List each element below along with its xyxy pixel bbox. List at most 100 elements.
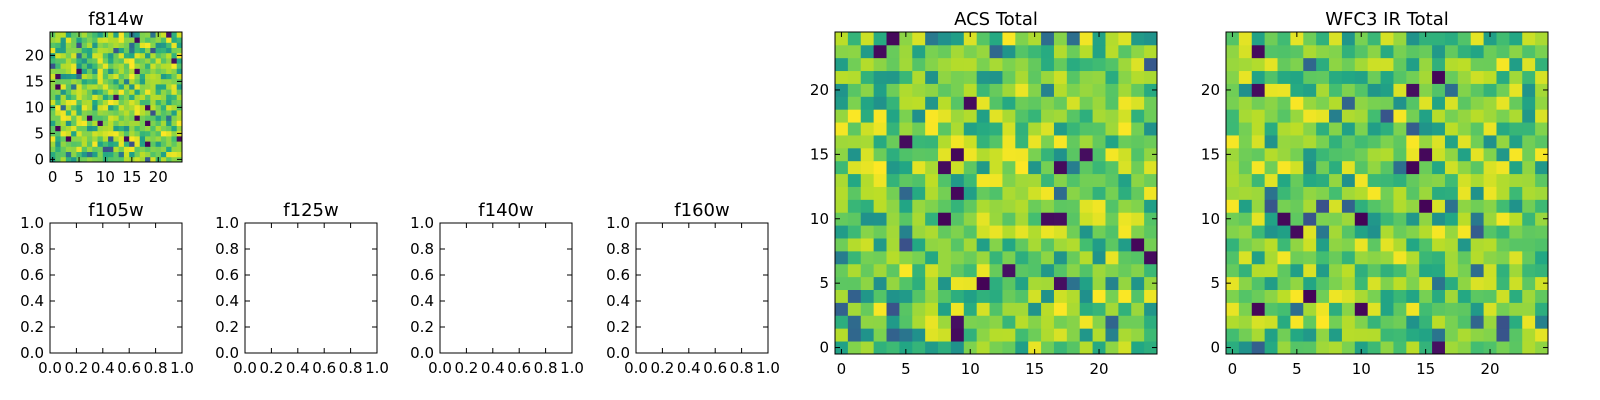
x-tick-label: 0.0 bbox=[428, 359, 452, 377]
heatmap-cell bbox=[92, 63, 98, 69]
heatmap-cell bbox=[860, 341, 875, 355]
heatmap-cell bbox=[134, 115, 141, 121]
heatmap-cell bbox=[1066, 160, 1081, 175]
heatmap-cell bbox=[1226, 186, 1240, 200]
heatmap-cell bbox=[1277, 83, 1291, 97]
heatmap-cell bbox=[65, 63, 72, 69]
heatmap-cell bbox=[873, 341, 887, 355]
x-tick-label: 0.6 bbox=[703, 359, 727, 377]
heatmap-cell bbox=[1053, 83, 1068, 97]
heatmap-cell bbox=[1079, 32, 1093, 46]
heatmap-cell bbox=[912, 109, 926, 123]
heatmap-cell bbox=[1053, 238, 1068, 252]
heatmap-cell bbox=[938, 70, 952, 84]
heatmap-cell bbox=[1444, 186, 1459, 200]
heatmap-cell bbox=[1131, 173, 1145, 187]
heatmap-cell bbox=[102, 52, 109, 59]
heatmap-cell bbox=[886, 250, 900, 265]
heatmap-cell bbox=[1535, 96, 1549, 110]
heatmap-cell bbox=[108, 37, 114, 43]
heatmap-cell bbox=[60, 141, 67, 147]
heatmap-cell bbox=[55, 130, 61, 137]
heatmap-cell bbox=[950, 160, 965, 175]
heatmap-cell bbox=[1367, 96, 1381, 110]
heatmap-cell bbox=[97, 110, 104, 116]
heatmap-cell bbox=[1483, 32, 1497, 46]
heatmap-cell bbox=[1118, 199, 1132, 213]
heatmap-cell bbox=[1341, 238, 1356, 252]
heatmap-cell bbox=[145, 130, 151, 137]
heatmap-cell bbox=[81, 156, 88, 163]
heatmap-cell bbox=[1470, 186, 1484, 200]
heatmap-cell bbox=[1105, 199, 1119, 213]
heatmap-cell bbox=[129, 110, 135, 116]
heatmap-cell bbox=[1535, 276, 1549, 290]
heatmap-cell bbox=[1419, 225, 1433, 239]
heatmap-cell bbox=[92, 32, 98, 38]
heatmap-cell bbox=[1393, 328, 1407, 342]
heatmap-cell bbox=[1092, 147, 1106, 162]
heatmap-cell bbox=[1406, 238, 1420, 252]
x-tick-label: 10 bbox=[961, 360, 980, 378]
heatmap-cell bbox=[155, 146, 162, 152]
heatmap-cell bbox=[1444, 122, 1459, 136]
heatmap-cell bbox=[1509, 328, 1523, 342]
heatmap-cell bbox=[1522, 96, 1536, 110]
heatmap-cell bbox=[1432, 212, 1446, 226]
heatmap-cell bbox=[1028, 96, 1042, 110]
heatmap-cell bbox=[1380, 32, 1394, 46]
heatmap-cell bbox=[134, 136, 141, 142]
heatmap-cell bbox=[1483, 199, 1497, 213]
heatmap-cell bbox=[912, 250, 926, 265]
heatmap-cell bbox=[123, 141, 130, 147]
heatmap-cell bbox=[1509, 135, 1523, 149]
heatmap-cell bbox=[1226, 96, 1240, 110]
heatmap-cell bbox=[1144, 341, 1158, 355]
heatmap-cell bbox=[963, 57, 978, 72]
heatmap-cell bbox=[1028, 83, 1042, 97]
heatmap-cell bbox=[81, 130, 88, 137]
heatmap-cell bbox=[1290, 122, 1304, 136]
heatmap-cell bbox=[113, 47, 120, 54]
heatmap-cell bbox=[950, 96, 965, 110]
heatmap-cell bbox=[1092, 199, 1106, 213]
heatmap-cell bbox=[171, 156, 178, 163]
x-tick-label: 0.6 bbox=[507, 359, 531, 377]
heatmap-cell bbox=[1303, 186, 1317, 200]
heatmap-cell bbox=[1290, 83, 1304, 97]
heatmap-cell bbox=[1238, 109, 1253, 123]
heatmap-cell bbox=[899, 83, 913, 97]
heatmap-cell bbox=[145, 84, 151, 90]
heatmap-cell bbox=[1367, 238, 1381, 252]
heatmap-cell bbox=[1393, 135, 1407, 149]
x-tick-label: 20 bbox=[1089, 360, 1108, 378]
heatmap-cell bbox=[899, 225, 913, 239]
heatmap-cell bbox=[171, 37, 178, 43]
heatmap-cell bbox=[129, 78, 135, 85]
heatmap-cell bbox=[60, 63, 67, 69]
heatmap-cell bbox=[989, 199, 1003, 213]
heatmap-cell bbox=[171, 141, 178, 147]
heatmap-cell bbox=[60, 68, 67, 74]
heatmap-cell bbox=[1393, 173, 1407, 187]
heatmap-cell bbox=[71, 63, 77, 69]
heatmap-cells bbox=[1226, 32, 1549, 355]
heatmap-cell bbox=[176, 42, 183, 48]
heatmap-cell bbox=[145, 89, 151, 95]
heatmap-cell bbox=[1238, 289, 1253, 303]
heatmap-cell bbox=[139, 120, 146, 126]
heatmap-cell bbox=[938, 135, 952, 149]
heatmap-cell bbox=[81, 63, 88, 69]
heatmap-cell bbox=[1118, 250, 1132, 265]
heatmap-cell bbox=[1053, 276, 1068, 290]
heatmap-cell bbox=[1238, 341, 1253, 355]
heatmap-cell bbox=[108, 115, 114, 121]
heatmap-cell bbox=[1470, 96, 1484, 110]
heatmap-cell bbox=[76, 68, 83, 74]
heatmap-cell bbox=[989, 57, 1003, 72]
heatmap-cell bbox=[1238, 225, 1253, 239]
heatmap-cell bbox=[847, 173, 862, 187]
heatmap-cell bbox=[1522, 109, 1536, 123]
heatmap-cell bbox=[86, 73, 93, 80]
heatmap-cell bbox=[60, 104, 67, 111]
